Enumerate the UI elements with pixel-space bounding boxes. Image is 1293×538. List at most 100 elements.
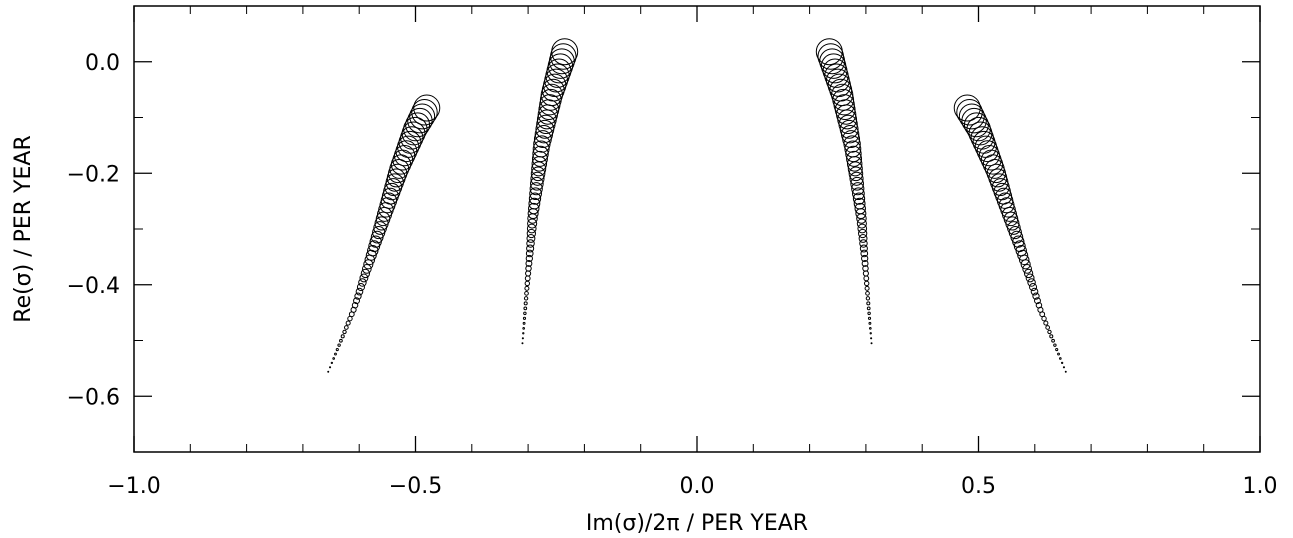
data-point-marker bbox=[856, 218, 867, 229]
data-point-marker bbox=[374, 216, 389, 231]
data-point-marker bbox=[867, 316, 872, 320]
data-point-marker bbox=[345, 320, 351, 326]
data-point-marker bbox=[337, 343, 341, 347]
data-point-marker bbox=[524, 275, 531, 282]
data-point-marker bbox=[522, 321, 526, 325]
x-tick-label: 1.0 bbox=[1243, 474, 1278, 499]
data-point-marker bbox=[532, 140, 550, 158]
data-point-marker bbox=[411, 98, 438, 126]
data-point-marker bbox=[353, 297, 360, 305]
x-tick-labels: −1.0 −0.5 0.0 0.5 1.0 bbox=[107, 474, 1277, 499]
data-point-marker bbox=[339, 338, 343, 343]
data-point-marker bbox=[529, 182, 543, 196]
data-point-marker bbox=[984, 159, 1005, 179]
data-point-marker bbox=[540, 83, 563, 107]
data-point-marker bbox=[849, 171, 864, 186]
data-point-marker bbox=[824, 63, 849, 88]
data-point-marker bbox=[861, 254, 869, 263]
data-point-marker bbox=[358, 278, 367, 287]
data-point-marker bbox=[817, 43, 844, 70]
y-tick-label: −0.2 bbox=[67, 162, 120, 187]
data-point-marker bbox=[529, 187, 542, 201]
data-point-marker bbox=[963, 112, 989, 138]
data-point-marker bbox=[852, 187, 865, 201]
data-point-marker bbox=[528, 202, 540, 215]
data-point-marker bbox=[541, 78, 565, 102]
data-point-marker bbox=[545, 63, 570, 88]
data-point-marker bbox=[409, 103, 436, 130]
data-point-marker bbox=[389, 159, 410, 179]
data-point-marker bbox=[825, 68, 850, 93]
data-point-marker bbox=[530, 171, 545, 186]
data-point-marker bbox=[532, 145, 549, 163]
data-point-marker bbox=[1034, 297, 1041, 305]
x-tick-label: 0.0 bbox=[680, 474, 715, 499]
data-point-marker bbox=[861, 259, 869, 267]
data-point-marker bbox=[530, 176, 544, 191]
data-point-marker bbox=[852, 192, 866, 205]
data-point-marker bbox=[546, 58, 572, 84]
data-point-marker bbox=[845, 145, 862, 163]
data-point-marker bbox=[526, 239, 535, 248]
data-point-marker bbox=[1027, 278, 1036, 287]
data-point-marker bbox=[1045, 325, 1051, 330]
data-point-marker bbox=[354, 292, 362, 300]
data-point-marker bbox=[548, 48, 575, 75]
data-point-marker bbox=[858, 234, 868, 243]
data-point-marker bbox=[1060, 361, 1064, 365]
data-point-marker bbox=[820, 53, 847, 79]
plot-frame bbox=[133, 5, 1261, 453]
data-point-marker bbox=[413, 94, 441, 122]
data-point-marker bbox=[547, 53, 574, 79]
x-axis-title: Im(σ)/2π / PER YEAR bbox=[586, 511, 808, 536]
data-point-marker bbox=[869, 327, 872, 330]
data-point-marker bbox=[403, 116, 428, 142]
data-point-marker bbox=[865, 296, 871, 301]
data-point-marker bbox=[866, 301, 871, 306]
data-point-marker bbox=[356, 283, 365, 292]
data-point-marker bbox=[327, 370, 330, 373]
data-point-marker bbox=[544, 68, 569, 93]
data-point-marker bbox=[526, 228, 536, 239]
data-point-marker bbox=[822, 58, 848, 84]
data-point-marker bbox=[1005, 216, 1020, 231]
data-point-marker bbox=[858, 228, 868, 239]
data-point-marker bbox=[827, 73, 851, 97]
data-point-marker bbox=[387, 163, 408, 184]
data-point-marker bbox=[405, 112, 431, 138]
data-point-marker bbox=[335, 348, 339, 352]
data-point-marker bbox=[1029, 283, 1038, 292]
data-point-marker bbox=[1049, 334, 1054, 339]
data-point-marker bbox=[376, 206, 393, 222]
data-point-marker bbox=[528, 192, 542, 205]
data-point-marker bbox=[966, 116, 991, 142]
data-point-marker bbox=[362, 264, 372, 274]
data-point-marker bbox=[953, 94, 981, 122]
data-point-marker bbox=[351, 301, 359, 309]
data-point-marker bbox=[868, 321, 872, 325]
data-point-marker bbox=[870, 342, 873, 345]
data-point-marker bbox=[340, 334, 345, 339]
x-tick-label: 0.5 bbox=[961, 474, 996, 499]
data-point-marker bbox=[401, 121, 426, 146]
axis-ticks bbox=[133, 5, 1261, 452]
data-point-marker bbox=[857, 223, 868, 234]
data-point-marker bbox=[862, 265, 869, 272]
data-point-marker bbox=[1001, 206, 1018, 222]
data-point-marker bbox=[330, 361, 334, 365]
data-point-marker bbox=[523, 296, 529, 301]
data-point-marker bbox=[328, 366, 332, 369]
data-point-marker bbox=[1003, 211, 1019, 227]
data-point-marker bbox=[859, 244, 868, 253]
data-point-marker bbox=[523, 301, 528, 306]
data-point-marker bbox=[525, 249, 534, 258]
data-point-marker bbox=[1030, 287, 1039, 296]
data-point-marker bbox=[550, 43, 577, 70]
data-point-marker bbox=[831, 83, 854, 107]
data-point-marker bbox=[860, 249, 869, 258]
data-point-marker bbox=[1051, 338, 1055, 343]
data-point-marker bbox=[1035, 301, 1043, 309]
data-point-marker bbox=[526, 234, 536, 243]
data-point-marker bbox=[524, 291, 529, 296]
